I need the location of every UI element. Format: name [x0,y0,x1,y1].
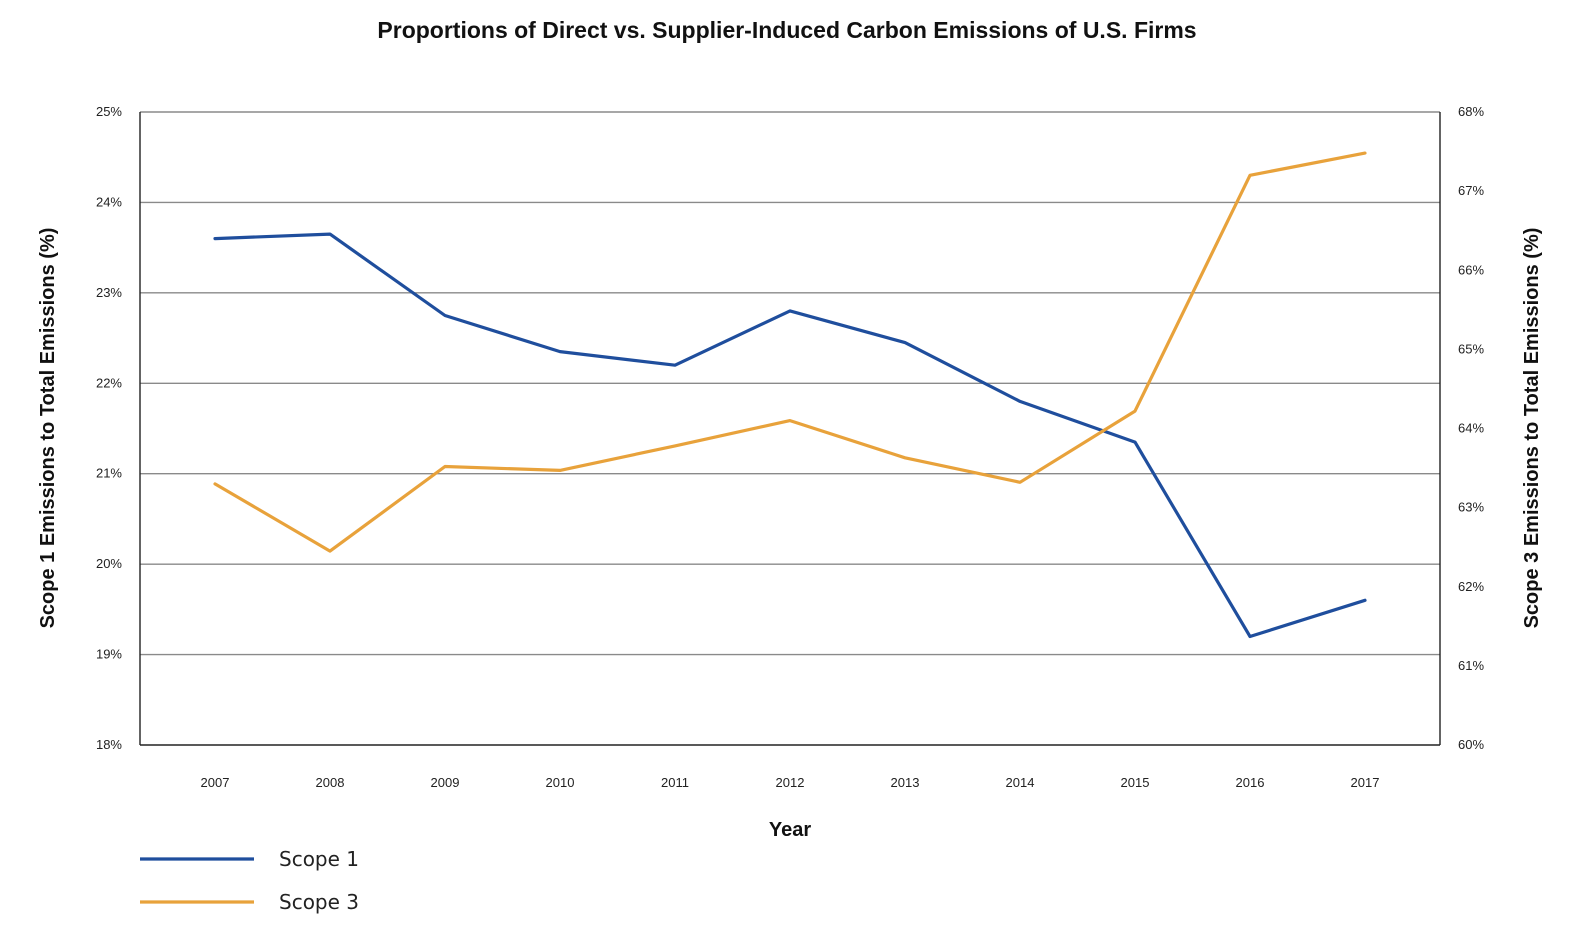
left-y-axis-title: Scope 1 Emissions to Total Emissions (%) [37,228,59,629]
series-line-scope-3 [213,151,1367,553]
x-tick-label: 2009 [431,775,460,790]
left-y-tick-label: 22% [96,375,122,390]
left-y-axis-ticks: 18% 19% 20% 21% 22% 23% 24% 25% [96,104,122,752]
x-tick-label: 2015 [1121,775,1150,790]
legend: Scope 1 Scope 3 [140,847,359,914]
x-tick-label: 2010 [546,775,575,790]
legend-label-scope-1: Scope 1 [279,847,359,871]
right-y-tick-label: 62% [1458,579,1484,594]
right-y-tick-label: 64% [1458,421,1484,436]
x-tick-label: 2007 [201,775,230,790]
left-y-tick-label: 24% [96,194,122,209]
left-y-tick-label: 25% [96,104,122,119]
x-tick-label: 2011 [661,775,689,790]
right-y-axis-ticks: 60% 61% 62% 63% 64% 65% 66% 67% 68% [1458,104,1484,752]
right-y-tick-label: 63% [1458,500,1484,515]
left-y-tick-label: 21% [96,466,122,481]
x-axis-ticks: 2007 2008 2009 2010 2011 2012 2013 2014 2015 2016… [201,775,1380,790]
right-y-tick-label: 67% [1458,183,1484,198]
chart-title: Proportions of Direct vs. Supplier-Induc… [377,17,1196,43]
x-axis-title: Year [769,819,811,841]
right-y-axis-title: Scope 3 Emissions to Total Emissions (%) [1521,228,1543,629]
left-y-tick-label: 19% [96,647,122,662]
x-tick-label: 2016 [1236,775,1265,790]
series [213,151,1367,639]
series-line-scope-1 [213,232,1367,639]
grid [140,111,1440,656]
right-y-tick-label: 61% [1458,658,1484,673]
x-tick-label: 2014 [1006,775,1035,790]
right-y-tick-label: 60% [1458,737,1484,752]
x-tick-label: 2012 [776,775,805,790]
x-tick-label: 2008 [316,775,345,790]
x-tick-label: 2017 [1351,775,1380,790]
legend-label-scope-3: Scope 3 [279,890,359,914]
right-y-tick-label: 65% [1458,341,1484,356]
axes [139,112,1441,746]
left-y-tick-label: 20% [96,556,122,571]
x-tick-label: 2013 [891,775,920,790]
left-y-tick-label: 23% [96,285,122,300]
left-y-tick-label: 18% [96,737,122,752]
right-y-tick-label: 66% [1458,262,1484,277]
right-y-tick-label: 68% [1458,104,1484,119]
